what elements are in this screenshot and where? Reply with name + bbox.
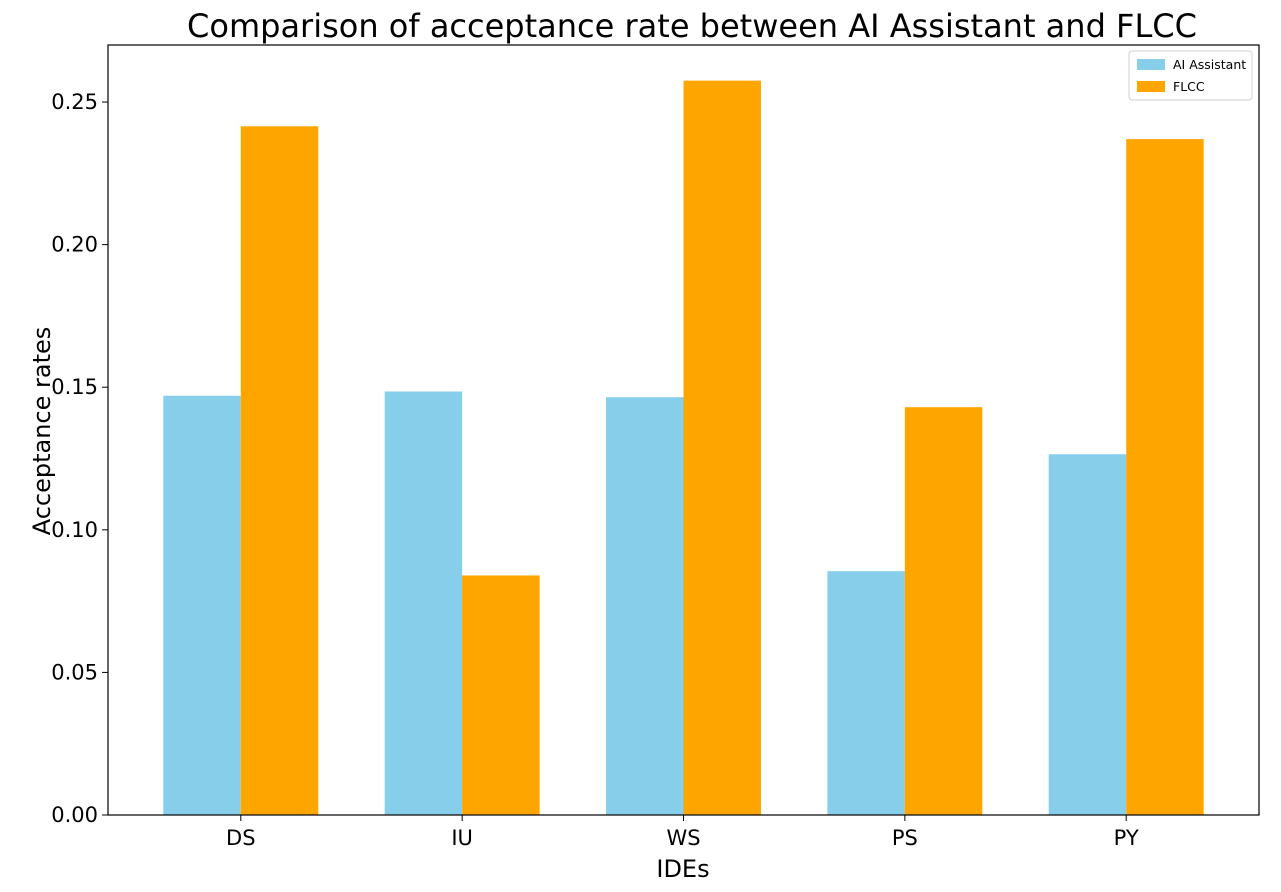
legend-label-ai-assistant: AI Assistant	[1173, 57, 1246, 72]
bar-flcc-py	[1126, 139, 1204, 816]
bar-flcc-ws	[683, 80, 761, 816]
bar-ai-assistant-py	[1048, 454, 1127, 815]
bar-flcc-ds	[240, 126, 319, 816]
y-tick-label: 0.20	[51, 233, 98, 257]
x-axis-label: IDEs	[656, 855, 709, 883]
x-tick-label-ds: DS	[226, 826, 256, 850]
legend: AI Assistant FLCC	[1128, 50, 1253, 101]
bar-ai-assistant-ps	[827, 571, 905, 815]
y-axis: 0.00 0.05 0.10 0.15 0.20 0.25	[51, 90, 108, 827]
bar-flcc-ps	[904, 407, 983, 815]
x-tick-label-ps: PS	[892, 826, 918, 850]
bars-group	[163, 80, 1204, 816]
legend-label-flcc: FLCC	[1173, 79, 1205, 94]
y-tick-label: 0.05	[51, 660, 98, 684]
x-tick-label-py: PY	[1114, 826, 1139, 850]
x-axis: DS IU WS PS PY	[226, 815, 1139, 850]
y-tick-label: 0.10	[51, 518, 98, 542]
legend-swatch-flcc	[1137, 81, 1165, 92]
bar-ai-assistant-iu	[384, 391, 463, 815]
legend-swatch-ai-assistant	[1137, 59, 1165, 70]
y-tick-label: 0.25	[51, 90, 98, 114]
x-tick-label-ws: WS	[666, 826, 700, 850]
bar-flcc-iu	[462, 575, 540, 815]
chart-title: Comparison of acceptance rate between AI…	[187, 7, 1197, 45]
y-tick-label: 0.00	[51, 803, 98, 827]
x-tick-label-iu: IU	[451, 826, 473, 850]
bar-ai-assistant-ds	[163, 395, 241, 815]
y-tick-label: 0.15	[51, 375, 98, 399]
bar-ai-assistant-ws	[606, 397, 684, 815]
y-axis-label: Acceptance rates	[28, 327, 56, 536]
